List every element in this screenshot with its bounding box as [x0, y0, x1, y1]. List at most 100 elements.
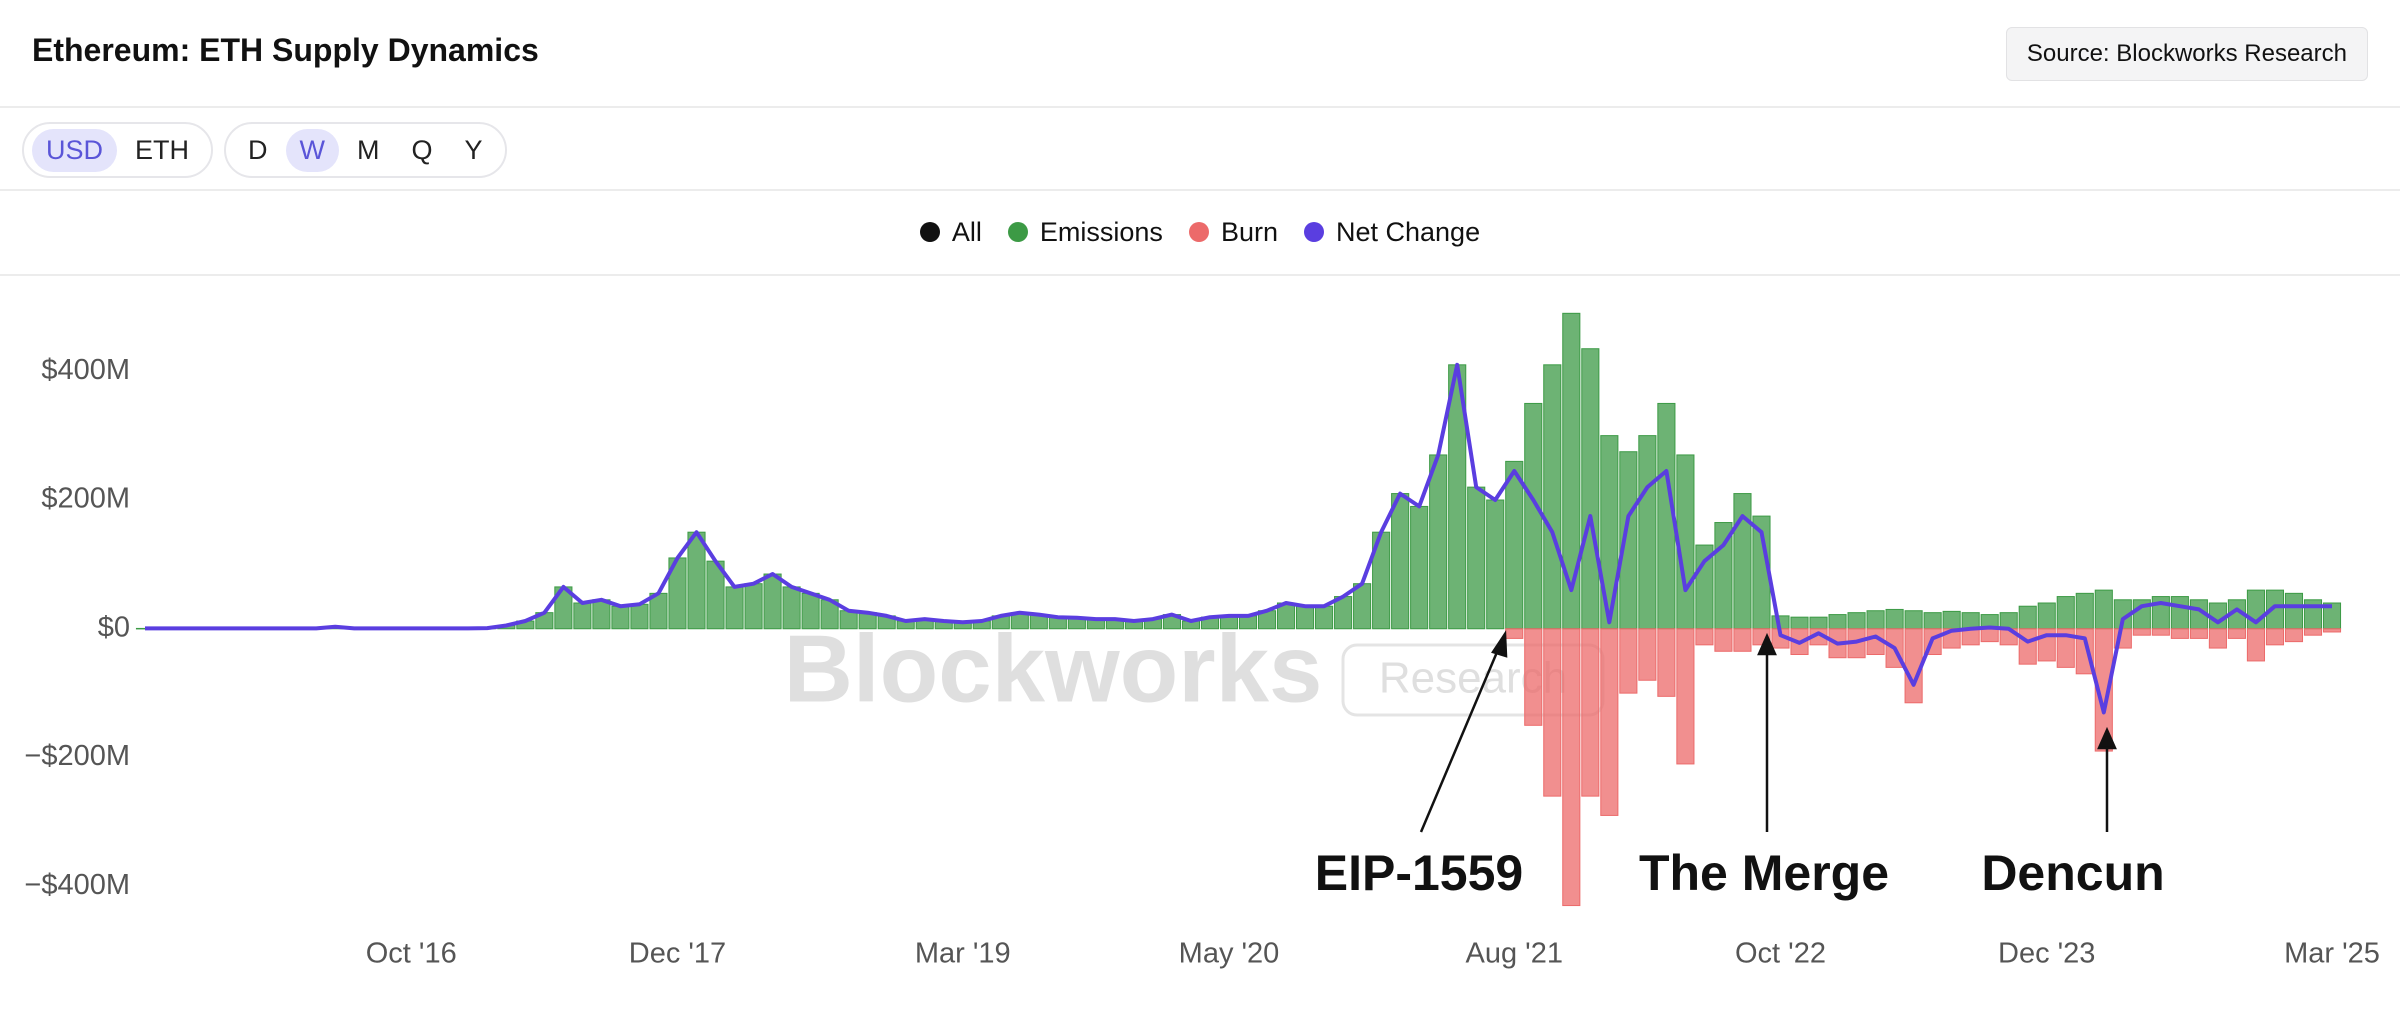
unit-toggle: USD ETH — [22, 122, 214, 178]
bar — [839, 610, 858, 630]
bar — [1524, 402, 1543, 630]
bar — [1429, 454, 1448, 630]
y-tick-label: $400M — [41, 354, 130, 386]
bar — [2246, 628, 2265, 662]
bar — [2265, 628, 2285, 646]
bar — [744, 583, 763, 630]
bar — [1410, 505, 1429, 630]
bar — [2018, 605, 2037, 630]
x-tick-label: Oct '16 — [366, 938, 457, 970]
bar — [1296, 605, 1315, 630]
legend-marker — [1188, 222, 1209, 242]
bar — [1657, 628, 1676, 697]
source-button[interactable]: Source: Blockworks Research — [2005, 27, 2368, 81]
y-tick-label: $200M — [41, 483, 130, 515]
bar — [1562, 312, 1581, 630]
bar — [573, 602, 592, 630]
bar — [1619, 628, 1638, 694]
bar — [1543, 364, 1562, 630]
bar — [725, 586, 744, 630]
bar — [1391, 493, 1410, 630]
bar — [1581, 348, 1600, 630]
bar — [2075, 592, 2094, 630]
bar — [2094, 589, 2113, 630]
bar — [1942, 610, 1961, 630]
period-option[interactable]: Q — [411, 134, 433, 165]
bar — [801, 592, 820, 630]
period-option[interactable]: D — [248, 134, 268, 165]
bar — [1353, 583, 1372, 630]
bar — [2037, 602, 2056, 630]
bar — [1695, 628, 1714, 646]
annotation-label: EIP-1559 — [1315, 845, 1523, 901]
page-title: Ethereum: ETH Supply Dynamics — [32, 32, 539, 68]
bar — [2170, 596, 2189, 630]
period-option[interactable]: Y — [464, 134, 483, 165]
bar — [1790, 616, 1809, 630]
bar — [1581, 628, 1600, 797]
bar — [2018, 628, 2037, 665]
bar — [1638, 435, 1657, 630]
x-tick-label: Dec '23 — [1998, 938, 2095, 970]
bar — [2284, 592, 2304, 630]
bar — [592, 599, 611, 630]
legend-item[interactable]: Emissions — [1007, 217, 1163, 248]
bar — [1847, 612, 1866, 630]
bar — [2284, 628, 2304, 643]
bar — [2170, 628, 2189, 639]
annotation-arrowhead — [2097, 726, 2117, 750]
y-tick-label: −$200M — [24, 740, 130, 772]
bar — [1733, 493, 1752, 630]
bar — [1486, 499, 1505, 630]
bar — [1999, 612, 2018, 630]
bar — [1638, 628, 1657, 681]
bar — [1828, 614, 1847, 630]
x-tick-label: Dec '17 — [629, 938, 726, 970]
bar — [630, 603, 649, 630]
watermark-brand: Blockworks — [784, 615, 1323, 722]
period-option[interactable]: W — [285, 128, 339, 172]
x-tick-label: Mar '25 — [2284, 938, 2380, 970]
x-tick-label: Oct '22 — [1735, 938, 1826, 970]
annotation-arrowhead — [1491, 630, 1508, 658]
bar — [1562, 628, 1581, 907]
bar — [2094, 628, 2113, 752]
bar — [2208, 628, 2227, 649]
unit-option[interactable]: USD — [32, 128, 118, 172]
bar — [1923, 612, 1942, 630]
bar — [2303, 628, 2323, 636]
bar — [1733, 628, 1752, 652]
bar — [2303, 599, 2323, 630]
annotation-arrowhead — [1757, 632, 1777, 656]
watermark: Blockworks Research — [784, 615, 1605, 722]
legend-item[interactable]: Net Change — [1303, 216, 1481, 248]
unit-option[interactable]: ETH — [135, 134, 190, 165]
legend-item[interactable]: All — [919, 217, 982, 248]
annotation-arrow — [1419, 644, 1502, 833]
annotation-label: The Merge — [1639, 845, 1889, 901]
x-tick-label: May '20 — [1179, 938, 1280, 970]
bar — [763, 573, 782, 630]
bar — [1600, 628, 1619, 816]
bar — [1505, 628, 1524, 639]
bar — [782, 586, 801, 630]
bar — [2056, 628, 2075, 668]
period-option[interactable]: M — [356, 134, 380, 165]
bar — [1809, 616, 1828, 630]
legend-label: Net Change — [1335, 216, 1481, 247]
bar — [2322, 628, 2342, 633]
legend-marker — [919, 222, 940, 242]
bar — [1524, 628, 1543, 726]
bar — [611, 605, 630, 630]
bar — [2189, 628, 2208, 639]
legend-marker — [1303, 222, 1324, 242]
bar — [2056, 596, 2075, 630]
legend-item[interactable]: Burn — [1188, 217, 1278, 248]
legend: All Emissions Burn Net Change — [0, 190, 2400, 276]
bar — [1714, 628, 1733, 652]
bar — [1980, 628, 1999, 643]
legend-marker — [1007, 222, 1028, 242]
